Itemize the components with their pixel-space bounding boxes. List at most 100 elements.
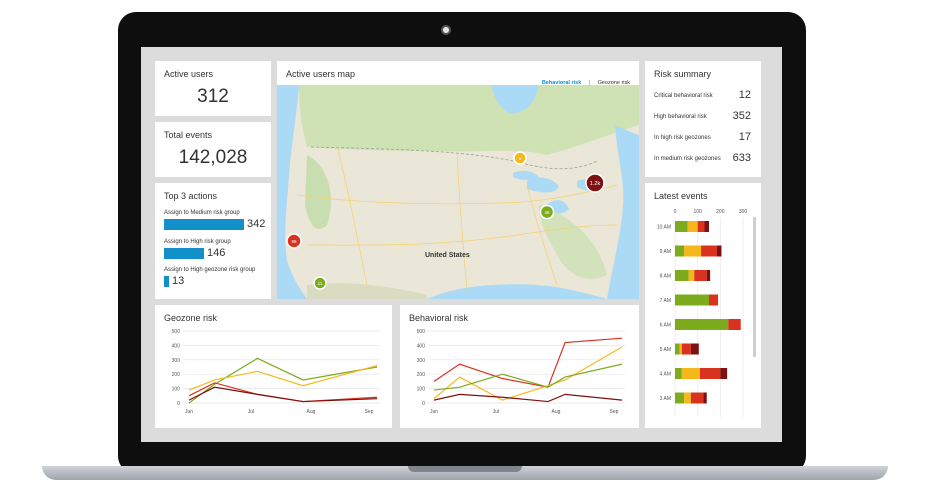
event-bar-segment xyxy=(690,392,704,404)
y-tick-label: 7 AM xyxy=(660,298,671,304)
active-users-title: Active users xyxy=(164,69,214,79)
risk-value: 12 xyxy=(738,89,751,101)
x-tick-label: Aug xyxy=(307,409,316,415)
event-bar-segment xyxy=(681,368,700,379)
y-tick-label: 200 xyxy=(172,372,181,378)
event-bar-segment xyxy=(706,270,711,281)
behavioral-risk-chart: 500 400 300 200 100 0 Jun Jul Aug Sep xyxy=(417,329,625,415)
dashboard-screen: Active users 312 Total events 142,028 To… xyxy=(141,47,782,442)
event-bar-segment xyxy=(675,343,680,355)
event-bar-segment xyxy=(716,245,722,257)
tab-separator: | xyxy=(588,80,591,86)
series-line xyxy=(433,393,623,403)
y-tick-label: 300 xyxy=(172,358,181,364)
map-marker[interactable]: 1.2k xyxy=(585,173,605,193)
event-bar-segment xyxy=(675,368,682,379)
action-value: 342 xyxy=(247,218,266,230)
action-value: 13 xyxy=(172,275,185,287)
tab-behavioral-risk[interactable]: Behavioral risk xyxy=(541,80,582,86)
map-marker[interactable]: 98 xyxy=(286,233,302,249)
y-tick-label: 100 xyxy=(172,387,181,393)
active-users-value: 312 xyxy=(197,86,229,107)
svg-text:1.2k: 1.2k xyxy=(590,181,601,187)
y-tick-label: 8 AM xyxy=(660,274,671,280)
risk-label: In high risk geozones xyxy=(654,135,711,141)
series-line xyxy=(433,337,623,388)
series-line xyxy=(188,386,378,403)
y-tick-label: 500 xyxy=(417,329,426,335)
event-bar-segment xyxy=(675,392,685,404)
tab-geozone-risk[interactable]: Geozone risk xyxy=(597,80,630,86)
event-bar-segment xyxy=(704,221,709,232)
map-title: Active users map xyxy=(286,69,356,79)
total-events-value: 142,028 xyxy=(178,147,248,168)
y-tick-label: 5 AM xyxy=(660,347,671,353)
action-value: 146 xyxy=(207,247,226,259)
scrollbar-thumb xyxy=(753,217,756,357)
event-bar-segment xyxy=(709,294,719,306)
risk-label: Critical behavioral risk xyxy=(654,93,713,99)
active-users-map-card: Active users map Behavioral risk | Geozo… xyxy=(277,61,639,299)
event-bar-segment xyxy=(699,368,721,379)
map-marker[interactable]: 11 xyxy=(313,276,327,290)
behavioral-risk-title: Behavioral risk xyxy=(409,313,469,323)
y-tick-label: 100 xyxy=(417,387,426,393)
action-bar xyxy=(164,219,244,230)
map-marker[interactable]: 5 xyxy=(513,151,527,165)
svg-text:46: 46 xyxy=(544,210,550,215)
series-line xyxy=(188,364,378,391)
geozone-risk-title: Geozone risk xyxy=(164,313,218,323)
laptop-base-notch xyxy=(408,466,522,472)
action-label: Assign to Medium risk group xyxy=(164,210,240,216)
x-tick-label: 300 xyxy=(739,209,748,215)
risk-value: 352 xyxy=(732,110,751,122)
map-tabs: Behavioral risk | Geozone risk xyxy=(542,71,630,89)
map-canvas[interactable]: United States 5 1.2k 46 98 11 xyxy=(277,85,639,299)
y-tick-label: 200 xyxy=(417,372,426,378)
event-bar-segment xyxy=(675,270,689,281)
event-bar-segment xyxy=(675,245,685,257)
event-bar-segment xyxy=(684,392,691,404)
camera-icon xyxy=(441,25,451,35)
x-tick-label: 200 xyxy=(716,209,725,215)
action-label: Assign to High geozone risk group xyxy=(164,267,256,273)
x-tick-label: Jun xyxy=(185,409,193,415)
map-marker[interactable]: 46 xyxy=(539,204,555,220)
risk-value: 17 xyxy=(738,131,751,143)
behavioral-risk-card: Behavioral risk 500 400 300 200 100 0 Jun Jul Au… xyxy=(400,305,639,428)
x-tick-label: Jun xyxy=(430,409,438,415)
risk-label: High behavioral risk xyxy=(654,114,707,120)
x-tick-label: Jul xyxy=(248,409,254,415)
latest-events-card: Latest events 0 100 200 300 10 AM 9 AM 8 AM 7 A… xyxy=(645,183,761,428)
event-bar-segment xyxy=(679,343,682,355)
event-bar-segment xyxy=(687,221,698,232)
risk-summary-card: Risk summary Critical behavioral risk 12… xyxy=(645,61,761,177)
y-tick-label: 400 xyxy=(172,343,181,349)
event-bar-segment xyxy=(703,392,707,404)
event-bar-segment xyxy=(681,343,691,355)
svg-text:98: 98 xyxy=(291,239,297,244)
event-bar-segment xyxy=(720,368,728,379)
event-bar-segment xyxy=(675,221,688,232)
total-events-card: Total events 142,028 xyxy=(155,122,271,177)
event-bar-segment xyxy=(697,221,705,232)
event-bar-segment xyxy=(728,319,741,330)
svg-text:11: 11 xyxy=(318,281,323,286)
geozone-risk-chart: 500 400 300 200 100 0 Jun Jul Aug Sep xyxy=(172,329,380,415)
y-tick-label: 500 xyxy=(172,329,181,335)
x-tick-label: Aug xyxy=(552,409,561,415)
x-tick-label: 0 xyxy=(674,209,677,215)
x-tick-label: Sep xyxy=(610,409,619,415)
risk-summary-title: Risk summary xyxy=(654,69,712,79)
action-label: Assign to High risk group xyxy=(164,239,231,245)
y-tick-label: 400 xyxy=(417,343,426,349)
x-tick-label: Jul xyxy=(493,409,499,415)
risk-value: 633 xyxy=(732,152,751,164)
y-tick-label: 10 AM xyxy=(657,225,671,231)
y-tick-label: 6 AM xyxy=(660,323,671,329)
y-tick-label: 9 AM xyxy=(660,249,671,255)
y-tick-label: 4 AM xyxy=(660,372,671,378)
action-bar xyxy=(164,276,169,287)
event-bar-segment xyxy=(701,245,717,257)
laptop-base xyxy=(42,466,888,480)
